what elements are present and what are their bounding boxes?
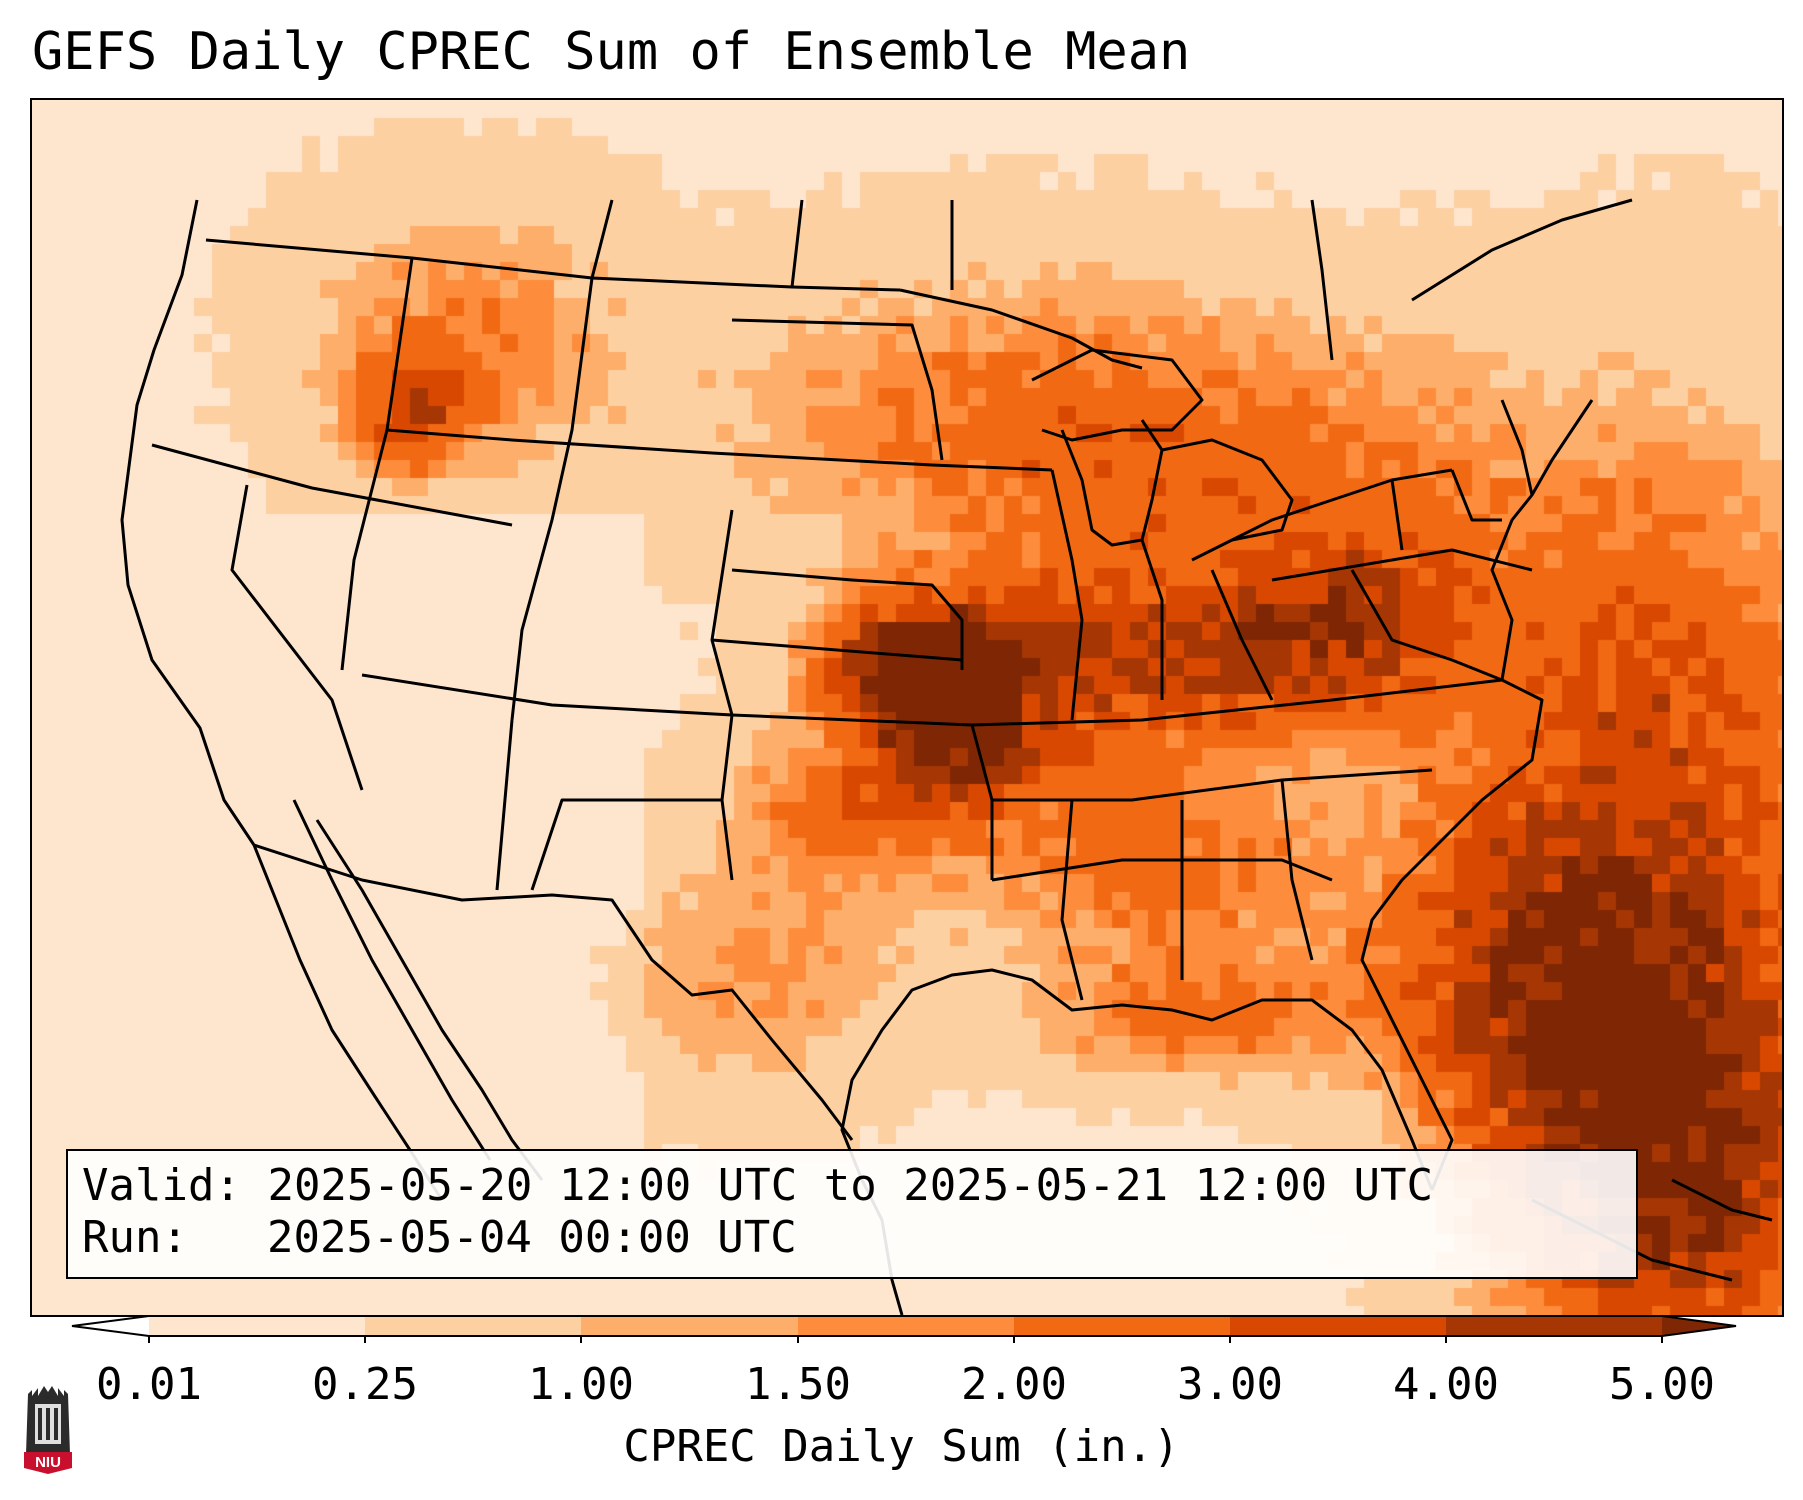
- boundary-line: [340, 257, 414, 671]
- colorbar: [71, 1315, 1737, 1343]
- boundary-line: [253, 843, 854, 1141]
- boundary-line: [731, 713, 994, 880]
- map-canvas: [32, 100, 1782, 1315]
- boundary-line: [1390, 479, 1404, 551]
- boundary-line: [1140, 539, 1164, 700]
- boundary-line: [1411, 198, 1633, 302]
- colorbar-over-cap: [1662, 1316, 1736, 1336]
- boundary-line: [530, 798, 722, 891]
- boundary-line: [1280, 779, 1314, 961]
- boundary-line: [992, 768, 1433, 802]
- valid-run-info-box: Valid: 2025-05-20 12:00 UTC to 2025-05-2…: [66, 1149, 1638, 1279]
- boundary-line: [1210, 569, 1274, 701]
- colorbar-tick-4: 2.00: [961, 1359, 1067, 1410]
- boundary-line: [510, 277, 594, 721]
- run-value: 2025-05-04 00:00 UTC: [266, 1212, 797, 1263]
- valid-label: Valid:: [82, 1160, 241, 1211]
- boundary-line: [1310, 199, 1334, 361]
- colorbar-cell: [798, 1316, 1014, 1336]
- boundary-line: [1231, 468, 1453, 542]
- boundary-line: [1671, 1178, 1773, 1222]
- boundary-line: [386, 428, 713, 455]
- boundary-line: [361, 673, 733, 717]
- boundary-line: [590, 199, 614, 279]
- boundary-line: [120, 199, 444, 1201]
- boundary-line: [1350, 569, 1503, 682]
- boundary-line: [971, 678, 1503, 727]
- precip-shading: [32, 100, 1782, 1315]
- boundary-line: [1060, 419, 1164, 547]
- boundary-line: [315, 819, 544, 1181]
- precip-shading-layer: [32, 100, 1782, 1315]
- boundary-line: [1031, 348, 1204, 442]
- colorbar-tick-6: 4.00: [1393, 1359, 1499, 1410]
- boundary-line: [790, 199, 804, 288]
- colorbar-tick-1: 0.25: [312, 1359, 418, 1410]
- valid-value: 2025-05-20 12:00 UTC to 2025-05-21 12:00…: [267, 1160, 1434, 1211]
- boundary-line: [230, 484, 364, 791]
- colorbar-cell: [365, 1316, 581, 1336]
- colorbar-tick-0: 0.01: [96, 1359, 202, 1410]
- boundary-line: [840, 968, 1434, 1221]
- boundary-line: [731, 318, 944, 461]
- boundary-line: [495, 719, 514, 891]
- colorbar-cell: [1230, 1316, 1446, 1336]
- colorbar-label: CPREC Daily Sum (in.): [623, 1421, 1180, 1472]
- boundary-line: [711, 638, 963, 662]
- boundary-lines-layer: [120, 198, 1773, 1315]
- colorbar-cell: [581, 1316, 798, 1336]
- colorbar-cell: [1014, 1316, 1230, 1336]
- boundary-line: [1500, 399, 1534, 496]
- niu-logo-icon: NIU: [24, 1386, 72, 1474]
- run-line: Run: 2025-05-04 00:00 UTC: [82, 1213, 797, 1263]
- run-label: Run:: [82, 1212, 188, 1263]
- colorbar-under-cap: [72, 1316, 149, 1336]
- boundary-line: [151, 443, 513, 527]
- boundary-line: [1450, 469, 1502, 522]
- boundary-line: [1060, 799, 1084, 1001]
- valid-line: Valid: 2025-05-20 12:00 UTC to 2025-05-2…: [82, 1161, 1433, 1211]
- colorbar-cell: [1446, 1316, 1662, 1336]
- map-title: GEFS Daily CPREC Sum of Ensemble Mean: [32, 22, 1191, 82]
- boundary-line: [1050, 469, 1084, 721]
- colorbar-tick-3: 1.50: [745, 1359, 851, 1410]
- colorbar-tick-7: 5.00: [1609, 1359, 1715, 1410]
- boundary-line: [899, 288, 1143, 370]
- boundary-line: [1271, 548, 1533, 582]
- precipitation-map: [30, 98, 1784, 1317]
- boundary-line: [711, 451, 1053, 472]
- boundary-line: [731, 568, 964, 670]
- svg-text:NIU: NIU: [35, 1454, 61, 1471]
- colorbar-tick-5: 3.00: [1177, 1359, 1283, 1410]
- colorbar-tick-2: 1.00: [528, 1359, 634, 1410]
- colorbar-cell: [149, 1316, 365, 1336]
